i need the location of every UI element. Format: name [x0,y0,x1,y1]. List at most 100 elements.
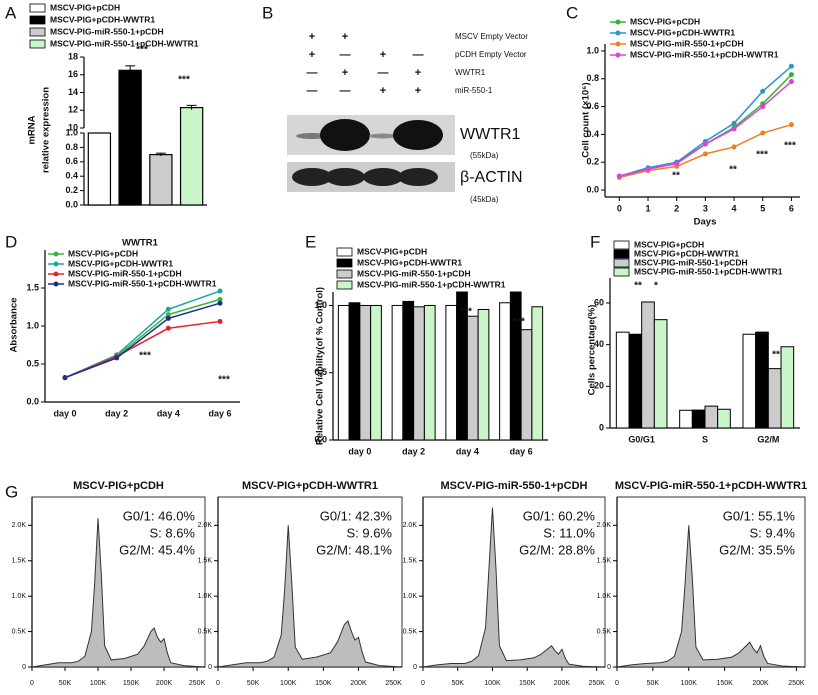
significance: ** [634,281,642,292]
y-tick-label: 1.5 [26,282,39,292]
significance: *** [218,375,230,386]
x-tick-label: 100K [681,680,698,687]
legend-label: MSCV-PIG+pCDH-WWTR1 [630,27,735,37]
y-axis-label: Relative Cell Viability(of % Control) [315,287,326,445]
band [393,120,443,150]
band [296,133,328,139]
legend-label: MSCV-PIG-miR-550-1+pCDH [357,268,471,278]
cell-cycle-stat: G0/1: 55.1% [723,508,796,523]
x-tick-label: 150K [315,680,332,687]
significance: *** [136,45,148,56]
cell-cycle-stat: G2/M: 48.1% [316,542,392,557]
legend-swatch [613,240,630,250]
legend-marker [53,271,59,277]
legend-swatch [613,249,630,259]
legend-label: MSCV-PIG+pCDH-WWTR1 [634,248,739,258]
bar [520,329,533,441]
series-line [619,74,792,177]
y-tick-label: 0.0 [586,184,599,194]
x-tick-label: 5 [760,203,765,213]
y-tick-label: 0 [208,664,212,671]
x-tick-label: 150K [519,680,536,687]
point [788,122,794,128]
y-tick-label: 0.0 [26,396,39,406]
legend-label: MSCV-PIG-miR-550-1+pCDH-WWTR1 [630,49,779,59]
blot-row-label: pCDH Empty Vector [455,50,527,59]
x-axis-label: Days [694,217,717,228]
bar [509,291,522,441]
blot-row-label: MSCV Empty Vector [455,32,528,41]
y-tick-label: 0.6 [586,101,599,111]
blot-sign: + [309,49,315,61]
cell-cycle-stat: G0/1: 42.3% [320,508,393,523]
point [731,120,737,126]
x-tick-label: 3 [703,203,708,213]
x-tick-label: day 2 [402,446,425,456]
cell-cycle-stat: S: 9.6% [346,525,392,540]
bar [423,304,436,441]
y-tick-label: 0.0 [314,434,327,444]
x-tick-label: 200K [350,680,367,687]
significance: ** [672,171,680,182]
y-tick-label: 2.0K [198,522,213,529]
point [217,296,223,302]
cell-cycle-stat: S: 11.0% [543,525,595,540]
point [731,126,737,132]
bar [149,154,173,206]
y-tick-label: 1.0K [198,593,213,600]
blot-sign: + [380,49,386,61]
y-tick-label: 0.5K [597,628,612,635]
x-tick-label: 6 [789,203,794,213]
y-tick-label: 60 [594,297,604,307]
point [788,72,794,78]
y-tick-label: 2.0K [597,522,612,529]
x-tick-label: 0 [216,680,220,687]
significance: *** [513,317,525,328]
band-name: WWTR1 [460,126,521,143]
point [760,130,766,136]
bar [615,331,630,429]
legend-swatch [613,258,630,268]
series-line [64,302,221,379]
legend-label: MSCV-PIG+pCDH [50,2,120,12]
x-tick-label: day 0 [53,408,76,418]
cell-cycle-stat: G2/M: 28.8% [519,542,595,557]
y-tick-label: 0.2 [586,157,599,167]
x-tick-label: G0/G1 [628,434,655,444]
legend-marker [615,30,621,36]
panel-label: B [262,3,273,22]
point [760,104,766,110]
panel-label: C [566,3,578,22]
y-tick-label: 1.5K [12,558,27,565]
point [165,315,171,321]
y-tick-label: 1.0 [26,320,39,330]
significance: *** [756,331,768,342]
bar [531,306,544,441]
point [165,312,171,318]
bar [717,408,731,429]
bar [755,331,769,429]
y-tick-label: 1.0K [597,593,612,600]
cell-cycle-stat: G2/M: 35.5% [719,542,795,557]
blot-sign: + [415,67,421,79]
y-tick-label: 0 [22,664,26,671]
y-axis-label: relative expression [41,87,52,173]
x-tick-label: day 4 [157,408,180,418]
y-axis-label: Cell count (×10⁶) [581,82,592,157]
legend-swatch [336,258,353,268]
significance: * [654,281,658,292]
y-tick-label: 10 [68,122,78,132]
x-tick-label: G2/M [757,434,779,444]
legend-label: MSCV-PIG-miR-550-1+pCDH-WWTR1 [50,38,199,48]
bar [767,368,782,429]
blot-sign: + [380,85,386,97]
y-axis-label: mRNA [27,115,38,144]
point [760,88,766,94]
blot-sign: + [415,85,421,97]
legend-label: MSCV-PIG-miR-550-1+pCDH-WWTR1 [634,266,783,276]
histogram-title: MSCV-PIG+pCDH-WWTR1 [242,480,378,492]
y-tick-label: 0.0 [65,199,78,209]
y-tick-label: 0.6 [65,156,78,166]
point [165,306,171,312]
